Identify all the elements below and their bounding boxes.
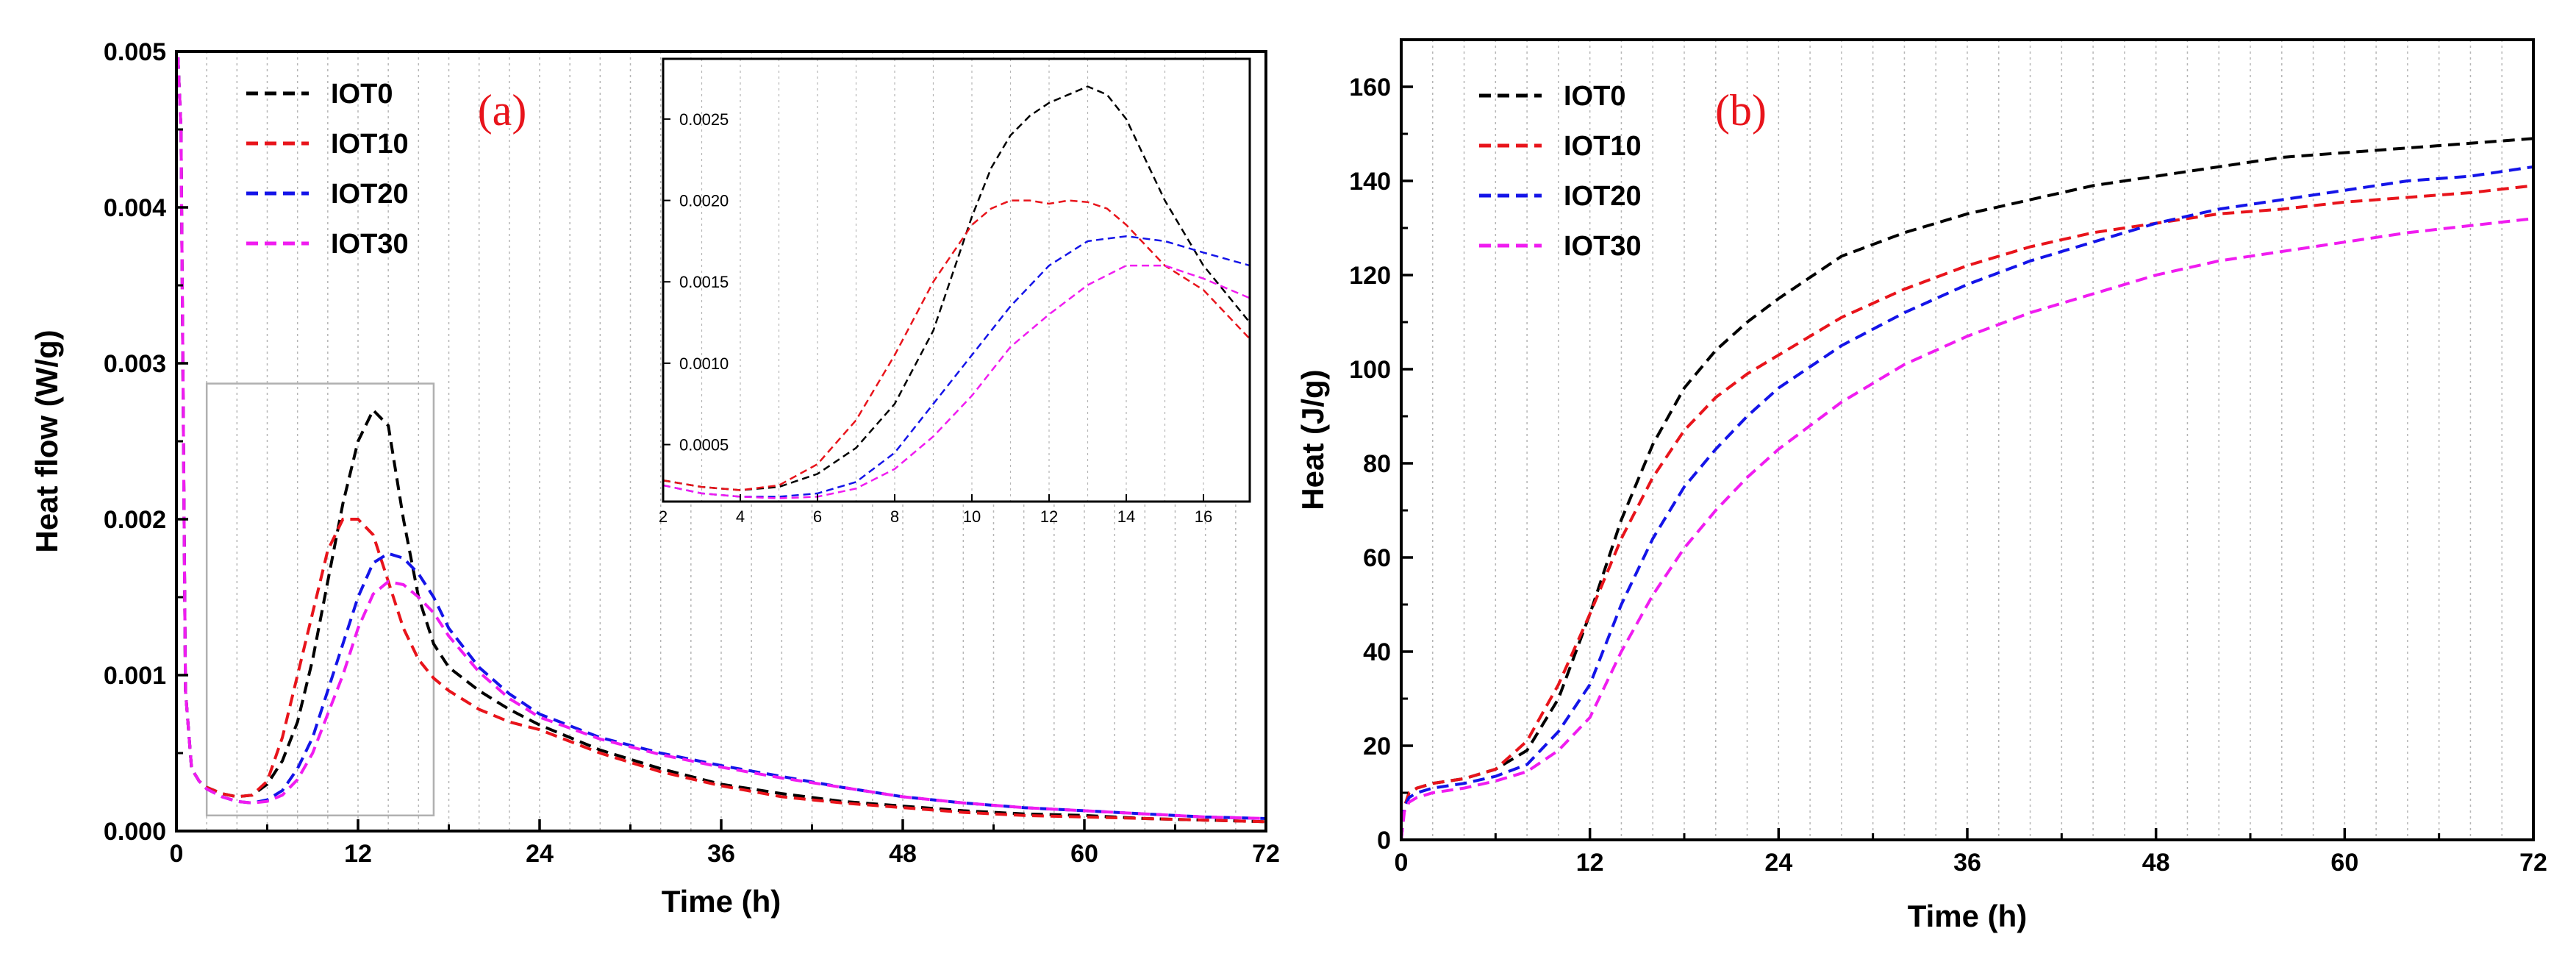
series-line-iot0 — [176, 51, 1266, 824]
legend: IOT0 IOT10 IOT20 IOT30 — [246, 79, 409, 260]
x-tick-label: 36 — [1953, 849, 1981, 877]
x-tick-label: 72 — [1252, 840, 1280, 868]
inset-x-tick-label: 6 — [813, 507, 822, 526]
legend-label-iot10: IOT10 — [331, 129, 409, 160]
inset-y-tick-label: 0.0020 — [679, 192, 729, 210]
series-line-iot30 — [1401, 217, 2533, 840]
y-axis-label: Heat flow (W/g) — [29, 329, 64, 552]
legend-label-iot0: IOT0 — [1564, 81, 1625, 112]
inset-frame — [662, 57, 1251, 503]
y-tick-label: 20 — [1363, 732, 1391, 760]
legend-label-iot0: IOT0 — [331, 79, 393, 110]
chart-panel-a: 0 12 24 36 48 60 720.0000.0010.0020.0030.0040.… — [29, 38, 1280, 919]
y-tick-label: 0 — [1377, 827, 1391, 855]
series-line-iot20 — [1401, 165, 2533, 840]
x-tick-label: 0 — [1395, 849, 1409, 877]
inset-series-group — [663, 85, 1250, 499]
series-group — [1401, 137, 2533, 840]
legend-label-iot20: IOT20 — [331, 179, 409, 210]
y-tick-label: 0.003 — [104, 350, 166, 378]
x-axis-label: Time (h) — [662, 884, 781, 919]
legend-label-iot30: IOT30 — [331, 229, 409, 260]
chart-panel-b: 0 12 24 36 48 60 72 0 20 40 60 80 100 120 140 160 Time (… — [1295, 38, 2547, 933]
x-tick-label: 36 — [707, 840, 735, 868]
legend-label-iot20: IOT20 — [1564, 181, 1642, 212]
y-tick-label: 60 — [1363, 544, 1391, 572]
x-tick-label: 12 — [1576, 849, 1604, 877]
x-tick-label: 48 — [2142, 849, 2170, 877]
x-tick-label: 12 — [344, 840, 372, 868]
series-line-iot0 — [1401, 137, 2533, 840]
inset-x-tick-label: 16 — [1195, 507, 1212, 526]
inset-background — [663, 59, 1250, 502]
legend-label-iot10: IOT10 — [1564, 131, 1642, 162]
x-tick-label: 60 — [2330, 849, 2358, 877]
y-tick-label: 160 — [1349, 74, 1391, 101]
inset-chart: 2 4 6 8 10 12 14 16 0.0005 0.0010 0.0015 0.0020 0.00… — [659, 57, 1251, 526]
y-tick-label: 120 — [1349, 262, 1391, 290]
y-tick-label: 0.000 — [104, 818, 166, 846]
series-group — [176, 51, 1266, 824]
inset-x-tick-label: 4 — [736, 507, 745, 526]
y-tick-label: 0.001 — [104, 662, 166, 690]
inset-series-line-iot30 — [663, 264, 1250, 499]
x-tick-label: 60 — [1070, 840, 1098, 868]
x-tick-label: 0 — [170, 840, 184, 868]
y-tick-label: 80 — [1363, 450, 1391, 478]
y-tick-label: 100 — [1349, 356, 1391, 384]
x-axis-label: Time (h) — [1908, 899, 2028, 933]
y-tick-label: 140 — [1349, 168, 1391, 196]
legend-label-iot30: IOT30 — [1564, 231, 1642, 262]
y-tick-label: 0.002 — [104, 506, 166, 534]
legend: IOT0 IOT10 IOT20 IOT30 — [1479, 81, 1642, 262]
x-tick-label: 48 — [889, 840, 917, 868]
inset-x-tick-label: 12 — [1040, 507, 1058, 526]
series-line-iot10 — [1401, 184, 2533, 840]
inset-y-tick-label: 0.0015 — [679, 273, 729, 291]
x-tick-label: 72 — [2519, 849, 2547, 877]
inset-y-tick-label: 0.0010 — [679, 354, 729, 373]
inset-y-tick-label: 0.0025 — [679, 110, 729, 129]
x-tick-label: 24 — [526, 840, 554, 868]
inset-series-line-iot10 — [663, 199, 1250, 491]
series-line-iot30 — [176, 51, 1266, 820]
y-axis-label: Heat (J/g) — [1295, 369, 1330, 510]
inset-x-tick-label: 10 — [963, 507, 981, 526]
panel-label: (b) — [1715, 86, 1767, 135]
inset-series-line-iot0 — [663, 85, 1250, 491]
y-tick-label: 0.004 — [104, 194, 166, 222]
inset-y-tick-label: 0.0005 — [679, 436, 729, 454]
y-tick-label: 40 — [1363, 638, 1391, 666]
panel-label: (a) — [478, 86, 527, 135]
inset-x-tick-label: 8 — [890, 507, 899, 526]
y-tick-label: 0.005 — [104, 38, 166, 66]
inset-x-tick-label: 14 — [1117, 507, 1135, 526]
x-tick-label: 24 — [1764, 849, 1792, 877]
inset-x-tick-label: 2 — [659, 507, 668, 526]
